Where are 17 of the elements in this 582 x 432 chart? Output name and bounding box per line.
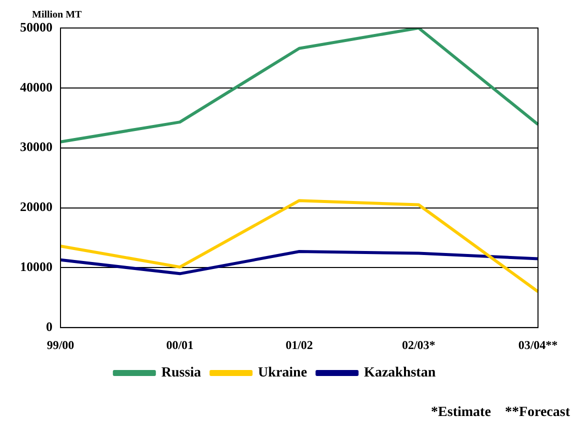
text: **Forecast <box>504 405 570 420</box>
legend-label: Kazakhstan <box>364 366 436 381</box>
legend-label: Russia <box>161 366 202 381</box>
x-tick-label: 03/04** <box>518 338 558 352</box>
x-tick-label: 01/02 <box>286 338 313 352</box>
text: *Estimate <box>431 405 491 420</box>
y-tick-label: 40000 <box>20 79 52 94</box>
y-axis-title: Million MT <box>32 10 82 21</box>
y-tick-label: 20000 <box>20 199 52 214</box>
y-tick-label: 10000 <box>20 259 52 274</box>
y-tick-label: 30000 <box>20 139 52 154</box>
y-tick-label: 0 <box>46 318 52 334</box>
x-tick-label: 00/01 <box>166 338 194 352</box>
x-tick-label: 99/00 <box>46 338 74 352</box>
y-tick-label: 50000 <box>20 19 52 34</box>
x-tick-label: 02/03* <box>402 338 436 352</box>
legend-label: Ukraine <box>258 366 308 381</box>
